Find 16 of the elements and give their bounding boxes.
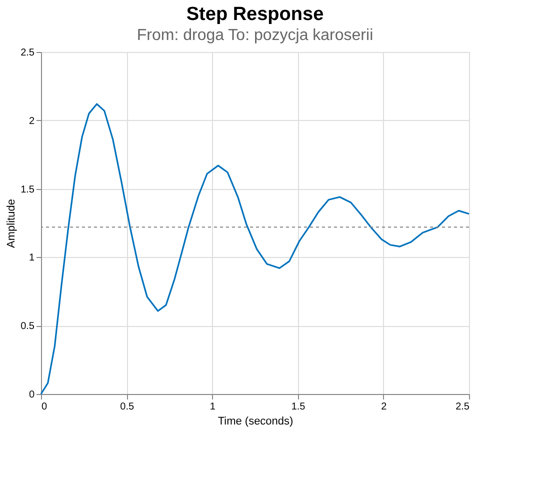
y-tick-label: 0 xyxy=(28,390,35,400)
x-tick-label: 0.5 xyxy=(120,402,134,412)
y-tick-label: 2 xyxy=(28,116,35,127)
x-tick-label: 1.5 xyxy=(291,402,306,412)
chart-subtitle: From: droga To: pozycja karoserii xyxy=(136,27,374,44)
x-tick-label: 0 xyxy=(42,402,48,412)
x-tick-label: 1 xyxy=(210,402,216,412)
chart-title: Step Response xyxy=(186,4,324,25)
y-tick-label: 1 xyxy=(28,252,35,264)
x-tick-label: 2.5 xyxy=(456,402,470,412)
x-tick-label: 2 xyxy=(381,402,388,412)
y-tick-label: 0.5 xyxy=(20,321,35,332)
x-axis-title: Time (seconds) xyxy=(218,416,294,428)
y-tick-label: 2.5 xyxy=(20,48,35,58)
y-tick-label: 1.5 xyxy=(20,184,35,196)
y-axis-title: Amplitude xyxy=(6,199,18,248)
